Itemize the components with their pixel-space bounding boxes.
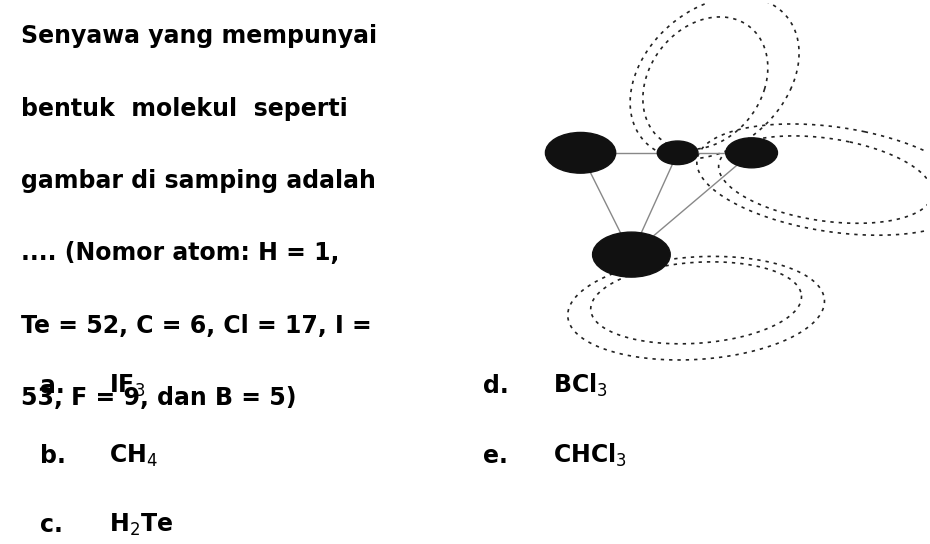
Circle shape — [592, 232, 671, 277]
Text: d.: d. — [484, 374, 510, 398]
Text: CHCl$_{3}$: CHCl$_{3}$ — [552, 442, 627, 469]
Text: H$_{2}$Te: H$_{2}$Te — [109, 512, 173, 539]
Circle shape — [545, 132, 616, 173]
Text: a.: a. — [40, 374, 64, 398]
Text: e.: e. — [484, 443, 509, 467]
Text: BCl$_{3}$: BCl$_{3}$ — [552, 372, 607, 399]
Text: b.: b. — [40, 443, 66, 467]
Text: bentuk  molekul  seperti: bentuk molekul seperti — [21, 96, 348, 121]
Text: .... (Nomor atom: H = 1,: .... (Nomor atom: H = 1, — [21, 241, 339, 265]
Text: gambar di samping adalah: gambar di samping adalah — [21, 169, 376, 193]
Text: Te = 52, C = 6, Cl = 17, I =: Te = 52, C = 6, Cl = 17, I = — [21, 313, 372, 337]
Text: Senyawa yang mempunyai: Senyawa yang mempunyai — [21, 24, 378, 48]
Circle shape — [725, 138, 777, 168]
Circle shape — [658, 141, 698, 165]
Text: CH$_{4}$: CH$_{4}$ — [109, 442, 158, 468]
Text: IF$_{3}$: IF$_{3}$ — [109, 373, 145, 399]
Text: c.: c. — [40, 513, 62, 537]
Text: 53, F = 9, dan B = 5): 53, F = 9, dan B = 5) — [21, 386, 297, 410]
